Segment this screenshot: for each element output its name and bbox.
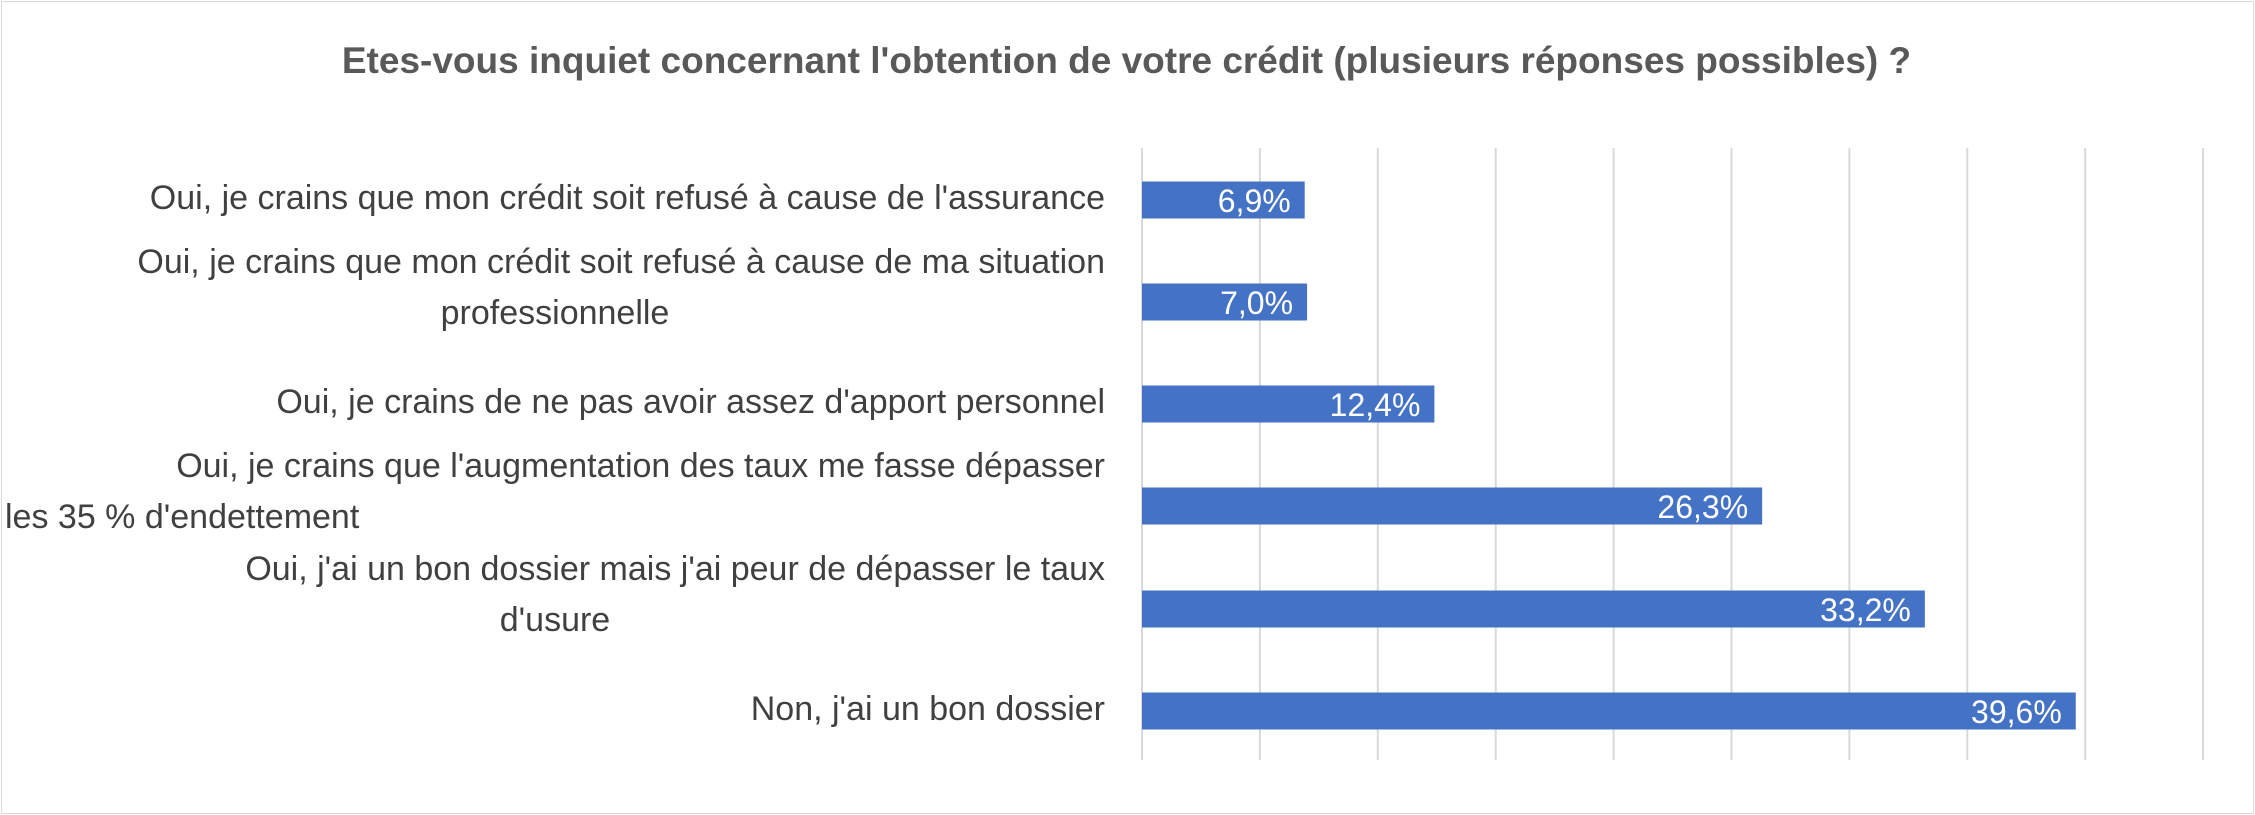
category-label: Oui, je crains de ne pas avoir assez d'a… — [5, 377, 1105, 428]
category-label: Non, j'ai un bon dossier — [5, 684, 1105, 735]
bar — [1142, 487, 1763, 525]
chart-title: Etes-vous inquiet concernant l'obtention… — [341, 40, 1912, 81]
bar — [1142, 692, 2076, 730]
data-label: 26,3% — [1657, 489, 1748, 525]
category-label-line: les 35 % d'endettement — [5, 498, 360, 536]
category-label: Oui, je crains que mon crédit soit refus… — [5, 237, 1105, 339]
bar — [1142, 181, 1305, 219]
category-label: Oui, je crains que mon crédit soit refus… — [5, 173, 1105, 224]
category-label-line: Oui, je crains que mon crédit soit refus… — [137, 243, 1105, 281]
category-label-line: Oui, je crains que mon crédit soit refus… — [149, 178, 1105, 217]
category-label: Oui, j'ai un bon dossier mais j'ai peur … — [5, 544, 1105, 646]
data-label: 33,2% — [1820, 592, 1911, 628]
category-label-line: Oui, je crains que l'augmentation des ta… — [176, 447, 1105, 485]
category-label-line: d'usure — [499, 601, 611, 639]
bar — [1142, 385, 1435, 423]
category-label-line: professionnelle — [440, 294, 670, 332]
bar — [1142, 283, 1308, 321]
category-label: Oui, je crains que l'augmentation des ta… — [5, 441, 1105, 543]
category-label-line: Non, j'ai un bon dossier — [750, 689, 1105, 728]
data-label: 12,4% — [1330, 387, 1421, 423]
data-label: 6,9% — [1218, 183, 1291, 219]
bar — [1142, 590, 1925, 628]
data-label: 39,6% — [1971, 694, 2062, 730]
category-label-line: Oui, j'ai un bon dossier mais j'ai peur … — [245, 550, 1105, 588]
data-label: 7,0% — [1220, 285, 1293, 321]
category-label-line: Oui, je crains de ne pas avoir assez d'a… — [276, 382, 1105, 421]
